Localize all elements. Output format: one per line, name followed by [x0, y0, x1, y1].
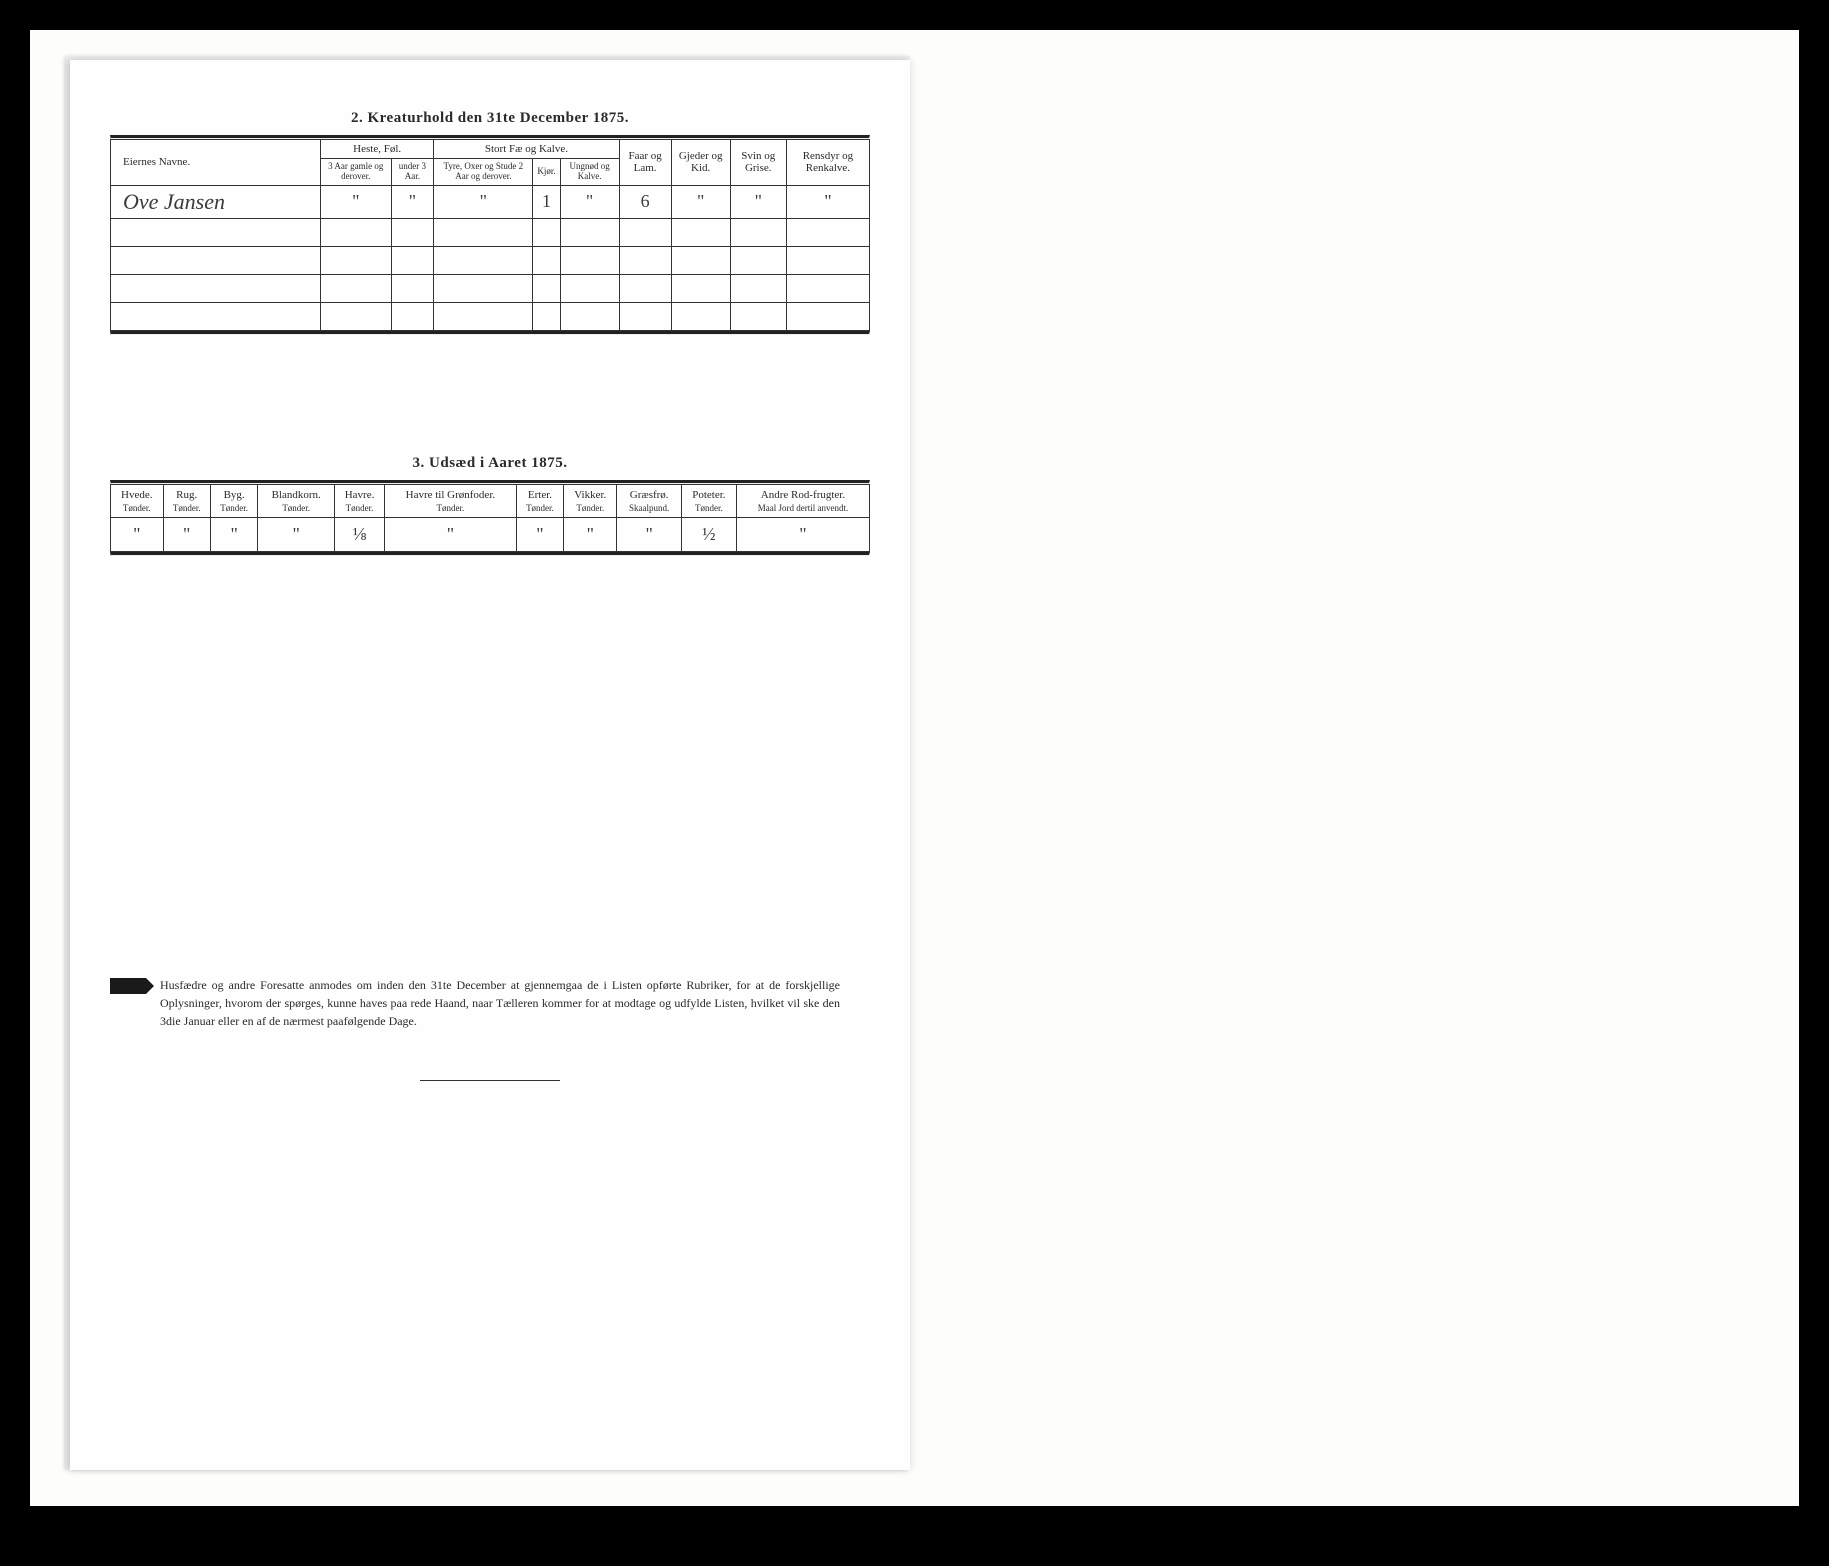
- owner-name-value: Ove Jansen: [123, 189, 225, 214]
- table-row-empty: [111, 274, 870, 302]
- cell: ": [560, 185, 619, 218]
- cell: ": [434, 185, 533, 218]
- section2-bottom-rule: [110, 552, 870, 556]
- col-stort-sub3: Ungnød og Kalve.: [560, 159, 619, 186]
- section-udsaed: 3. Udsæd i Aaret 1875. Hvede.Tønder. Rug…: [110, 455, 870, 556]
- col-heste-sub2: under 3 Aar.: [391, 159, 434, 186]
- cell: ": [321, 185, 392, 218]
- end-rule: [420, 1080, 560, 1081]
- col-heste-sub1: 3 Aar gamle og derover.: [321, 159, 392, 186]
- cell: ": [258, 517, 335, 551]
- col-stort: Stort Fæ og Kalve.: [434, 140, 619, 159]
- seed-header-row: Hvede.Tønder. Rug.Tønder. Byg.Tønder. Bl…: [111, 484, 870, 517]
- table-row-empty: [111, 218, 870, 246]
- col-svin: Svin og Grise.: [730, 140, 786, 186]
- footer-text: Husfædre og andre Foresatte anmodes om i…: [160, 978, 840, 1028]
- cell: ": [516, 517, 563, 551]
- col-owner-name: Eiernes Navne.: [111, 140, 321, 186]
- cell: 1: [533, 185, 560, 218]
- cell: ": [617, 517, 681, 551]
- section1-title: 2. Kreaturhold den 31te December 1875.: [110, 110, 870, 127]
- col-stort-sub2: Kjør.: [533, 159, 560, 186]
- cell: ⅛: [335, 517, 385, 551]
- cell: ": [786, 185, 869, 218]
- seed-table: Hvede.Tønder. Rug.Tønder. Byg.Tønder. Bl…: [110, 484, 870, 552]
- table-row-empty: [111, 302, 870, 330]
- cell: ": [385, 517, 517, 551]
- cell: ": [163, 517, 210, 551]
- col-blandkorn: Blandkorn.Tønder.: [258, 484, 335, 517]
- col-rug: Rug.Tønder.: [163, 484, 210, 517]
- section2-title: 3. Udsæd i Aaret 1875.: [110, 455, 870, 472]
- cell: ": [564, 517, 617, 551]
- section1-bottom-rule: [110, 331, 870, 335]
- section-kreaturhold: 2. Kreaturhold den 31te December 1875. E…: [110, 110, 870, 335]
- col-erter: Erter.Tønder.: [516, 484, 563, 517]
- col-gjeder: Gjeder og Kid.: [671, 140, 730, 186]
- cell: 6: [619, 185, 671, 218]
- cell: ": [391, 185, 434, 218]
- col-heste: Heste, Føl.: [321, 140, 434, 159]
- col-byg: Byg.Tønder.: [210, 484, 257, 517]
- col-hvede: Hvede.Tønder.: [111, 484, 164, 517]
- footer-instruction: Husfædre og andre Foresatte anmodes om i…: [110, 976, 870, 1030]
- col-stort-sub1: Tyre, Oxer og Stude 2 Aar og derover.: [434, 159, 533, 186]
- col-rensdyr: Rensdyr og Renkalve.: [786, 140, 869, 186]
- col-havre: Havre.Tønder.: [335, 484, 385, 517]
- document-page: 2. Kreaturhold den 31te December 1875. E…: [70, 60, 910, 1470]
- pointing-hand-icon: [110, 978, 146, 994]
- col-vikker: Vikker.Tønder.: [564, 484, 617, 517]
- col-poteter: Poteter.Tønder.: [681, 484, 736, 517]
- table-row: Ove Jansen " " " 1 " 6 " " ": [111, 185, 870, 218]
- cell: ": [111, 517, 164, 551]
- col-havre-gron: Havre til Grønfoder.Tønder.: [385, 484, 517, 517]
- seed-data-row: " " " " ⅛ " " " " ½ ": [111, 517, 870, 551]
- col-faar: Faar og Lam.: [619, 140, 671, 186]
- cell: ": [671, 185, 730, 218]
- col-graesfro: Græsfrø.Skaalpund.: [617, 484, 681, 517]
- cell: ": [736, 517, 869, 551]
- cell: ½: [681, 517, 736, 551]
- col-andre: Andre Rod-frugter.Maal Jord dertil anven…: [736, 484, 869, 517]
- cell: ": [210, 517, 257, 551]
- cell: ": [730, 185, 786, 218]
- scan-background: 2. Kreaturhold den 31te December 1875. E…: [30, 30, 1799, 1506]
- livestock-table: Eiernes Navne. Heste, Føl. Stort Fæ og K…: [110, 139, 870, 331]
- table-row-empty: [111, 246, 870, 274]
